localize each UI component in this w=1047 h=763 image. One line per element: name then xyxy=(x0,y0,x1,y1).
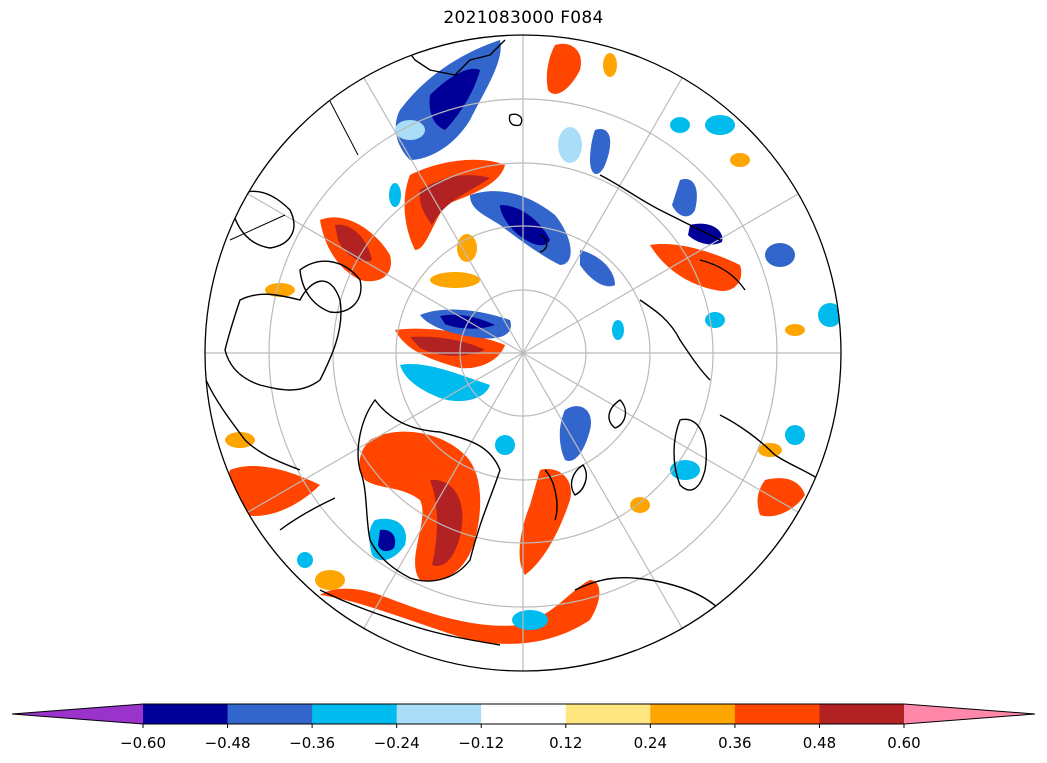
colorbar-tick-label: 0.60 xyxy=(887,734,921,752)
colorbar-segment xyxy=(819,704,905,724)
warm-region xyxy=(757,478,805,517)
cold-region xyxy=(590,129,611,175)
cold-region xyxy=(559,406,591,461)
colorbar-tick-label: −0.60 xyxy=(120,734,166,752)
colorbar-extend-low xyxy=(12,704,143,724)
colorbar-segment xyxy=(650,704,736,724)
colorbar-tick-label: −0.48 xyxy=(204,734,251,752)
colorbar-segment xyxy=(565,704,651,724)
anomaly-contours xyxy=(225,40,841,644)
colorbar-segment xyxy=(734,704,820,724)
colorbar-tick-label: −0.12 xyxy=(458,734,505,752)
colorbar-tick-label: 0.48 xyxy=(802,734,837,752)
colorbar-segment xyxy=(143,704,229,724)
colorbar-segment xyxy=(312,704,398,724)
colorbar-tick-label: −0.24 xyxy=(373,734,420,752)
colorbar-segment xyxy=(396,704,482,724)
map-contents xyxy=(205,35,841,671)
colorbar-segment xyxy=(227,704,313,724)
warm-region xyxy=(546,43,581,94)
figure-title: 2021083000 F084 xyxy=(443,8,604,28)
colorbar-extend-high xyxy=(904,704,1035,724)
warm-region xyxy=(650,244,742,291)
colorbar xyxy=(11,703,1036,728)
colorbar-tick-label: 0.36 xyxy=(718,734,752,752)
colorbar-segment xyxy=(481,704,567,724)
colorbar-tick-label: −0.36 xyxy=(289,734,336,752)
colorbar-tick-label: 0.24 xyxy=(633,734,668,752)
cold-region xyxy=(672,179,697,217)
cold-region xyxy=(580,250,615,287)
colorbar-tick-label: 0.12 xyxy=(549,734,583,752)
coastlines xyxy=(205,39,821,646)
polar-map xyxy=(204,34,842,672)
warm-region xyxy=(228,465,320,516)
warm-region xyxy=(519,469,571,575)
cold-region xyxy=(400,364,490,402)
map-boundary xyxy=(204,34,842,672)
